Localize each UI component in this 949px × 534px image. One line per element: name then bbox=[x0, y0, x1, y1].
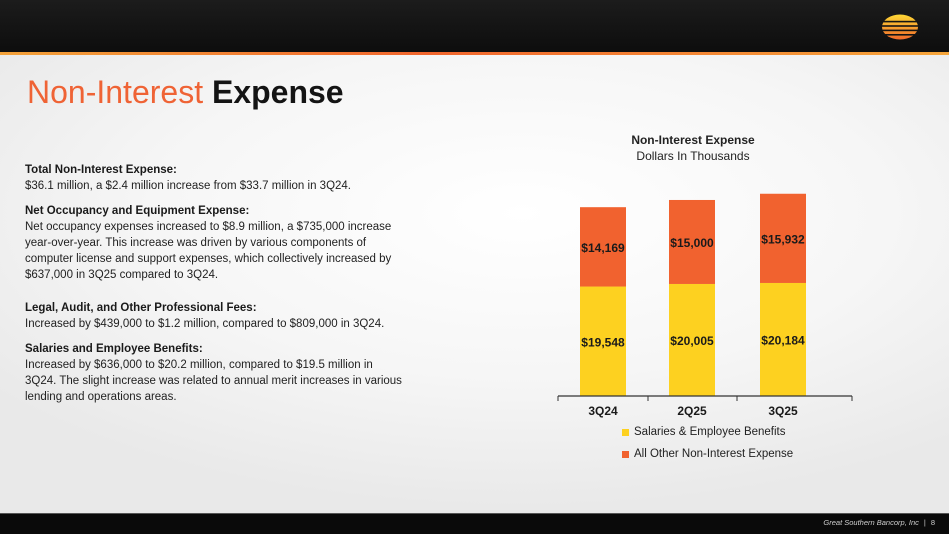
section-body: $36.1 million, a $2.4 million increase f… bbox=[25, 180, 351, 192]
section-heading: Total Non-Interest Expense: bbox=[25, 164, 177, 176]
page-title: Non-Interest Expense bbox=[27, 72, 344, 112]
section-heading: Net Occupancy and Equipment Expense: bbox=[25, 205, 250, 217]
legend-label: Salaries & Employee Benefits bbox=[634, 426, 786, 438]
bar-segment-other-expense bbox=[760, 193, 806, 283]
bar-data-label: $20,005 bbox=[670, 334, 714, 348]
section-heading: Salaries and Employee Benefits: bbox=[25, 343, 203, 355]
title-bold: Expense bbox=[211, 74, 344, 110]
title-light: Non-Interest bbox=[27, 74, 204, 110]
bar-segment-salaries bbox=[760, 282, 806, 396]
footer-divider bbox=[0, 513, 949, 514]
chart-title: Non-Interest Expense bbox=[631, 133, 755, 147]
bar-segment-other-expense bbox=[669, 199, 715, 284]
bar-segment-salaries bbox=[580, 286, 626, 396]
section-professional-fees: Legal, Audit, and Other Professional Fee… bbox=[25, 300, 405, 332]
legend-item-salaries: Salaries & Employee Benefits bbox=[622, 425, 793, 439]
footer-separator: | bbox=[923, 518, 926, 527]
header-bar bbox=[0, 0, 949, 52]
chart-subtitle: Dollars In Thousands bbox=[636, 149, 750, 163]
section-total-expense: Total Non-Interest Expense: $36.1 millio… bbox=[25, 162, 405, 194]
header-accent-stripe bbox=[0, 52, 949, 55]
company-logo-icon bbox=[881, 14, 919, 40]
chart-legend: Salaries & Employee Benefits All Other N… bbox=[622, 425, 793, 469]
commentary-text: Total Non-Interest Expense: $36.1 millio… bbox=[25, 162, 405, 414]
footer-bar bbox=[0, 514, 949, 534]
x-tick-label: 3Q25 bbox=[768, 404, 798, 418]
bar-data-label: $15,932 bbox=[761, 232, 805, 246]
footer-text: Great Southern Bancorp, Inc | 8 bbox=[823, 518, 935, 527]
bar-data-label: $19,548 bbox=[581, 335, 625, 349]
legend-label: All Other Non-Interest Expense bbox=[634, 448, 794, 460]
bar-segment-other-expense bbox=[580, 207, 626, 287]
page-number: 8 bbox=[930, 518, 935, 527]
x-tick-label: 3Q24 bbox=[588, 404, 618, 418]
section-body: Net occupancy expenses increased to $8.9… bbox=[25, 221, 392, 281]
section-body: Increased by $636,000 to $20.2 million, … bbox=[25, 359, 402, 403]
x-tick-label: 2Q25 bbox=[677, 404, 707, 418]
bar-segment-salaries bbox=[669, 283, 715, 396]
expense-bar-chart: $19,548 $14,169 3Q24 $20,005 $15,000 2Q25 $20,… bbox=[557, 193, 853, 418]
section-body: Increased by $439,000 to $1.2 million, c… bbox=[25, 318, 385, 330]
bar-data-label: $14,169 bbox=[581, 241, 625, 255]
legend-swatch-salaries bbox=[622, 428, 629, 436]
legend-swatch-other-expense bbox=[622, 450, 629, 458]
legend-item-other-expense: All Other Non-Interest Expense bbox=[622, 447, 793, 461]
bar-data-label: $15,000 bbox=[670, 236, 714, 250]
bar-data-label: $20,184 bbox=[761, 333, 805, 347]
section-salaries: Salaries and Employee Benefits: Increase… bbox=[25, 341, 405, 405]
footer-company: Great Southern Bancorp, Inc bbox=[823, 518, 919, 527]
section-heading: Legal, Audit, and Other Professional Fee… bbox=[25, 302, 257, 314]
section-occupancy-expense: Net Occupancy and Equipment Expense: Net… bbox=[25, 203, 405, 283]
